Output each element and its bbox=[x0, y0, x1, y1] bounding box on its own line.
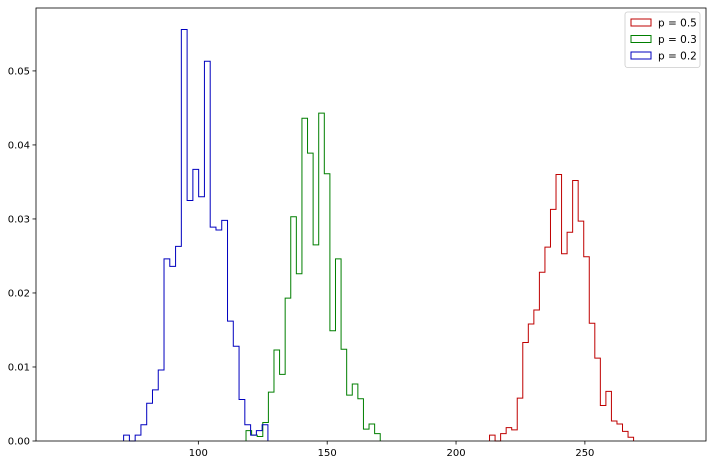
y-axis: 0.00 0.01 0.02 0.03 0.04 0.05 bbox=[8, 66, 36, 448]
legend: p = 0.5 p = 0.3 p = 0.2 bbox=[624, 11, 701, 68]
series-3-step-line bbox=[123, 28, 269, 442]
legend-entry-1: p = 0.5 bbox=[658, 18, 697, 30]
legend-swatch-2 bbox=[630, 35, 652, 43]
x-tick-label: 200 bbox=[446, 448, 465, 459]
series-1-step-line bbox=[489, 174, 635, 442]
series-layer bbox=[123, 28, 635, 442]
x-tick-label: 150 bbox=[318, 448, 337, 459]
legend-entry-3: p = 0.2 bbox=[658, 51, 697, 63]
legend-entry-2: p = 0.3 bbox=[658, 34, 697, 46]
y-tick-label: 0.04 bbox=[8, 140, 30, 151]
y-tick-label: 0.05 bbox=[8, 66, 30, 77]
x-axis: 100 150 200 250 bbox=[189, 441, 594, 459]
y-tick-label: 0.00 bbox=[8, 437, 30, 448]
y-tick-label: 0.02 bbox=[8, 288, 30, 299]
x-tick-label: 100 bbox=[189, 448, 208, 459]
y-tick-label: 0.03 bbox=[8, 214, 30, 225]
x-tick-label: 250 bbox=[575, 448, 594, 459]
y-tick-label: 0.01 bbox=[8, 362, 30, 373]
plot-frame bbox=[35, 7, 707, 442]
legend-swatch-3 bbox=[630, 51, 652, 60]
series-2-step-line bbox=[245, 112, 381, 441]
legend-swatch-1 bbox=[630, 18, 652, 27]
